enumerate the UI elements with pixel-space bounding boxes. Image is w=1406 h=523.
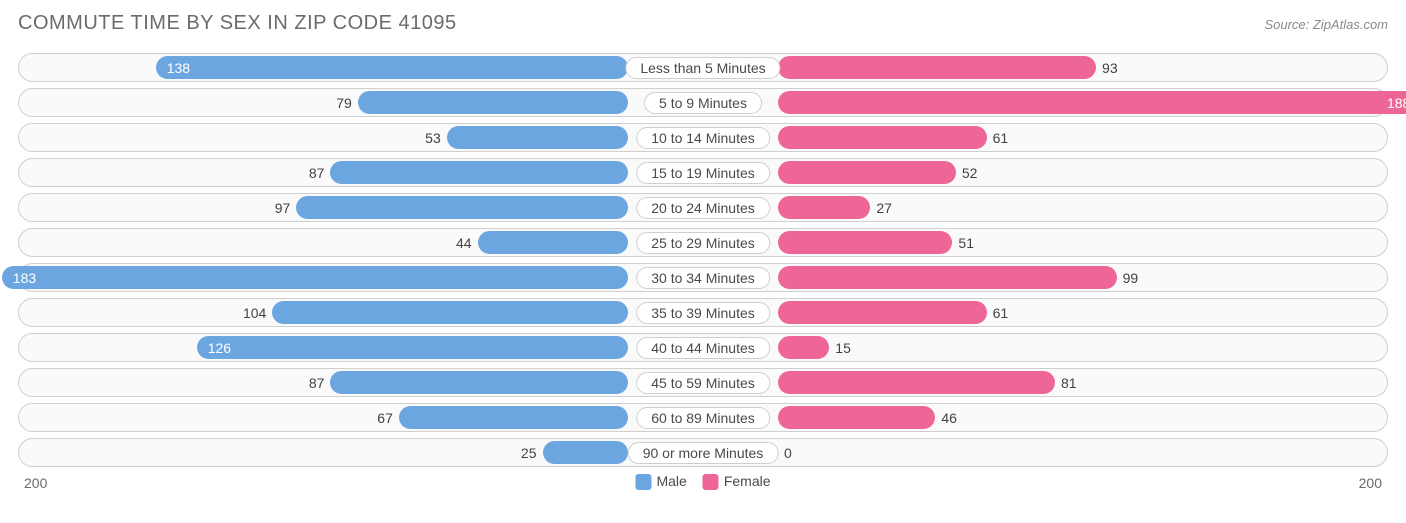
female-value: 0 [784, 445, 792, 461]
table-row: 67 46 60 to 89 Minutes [18, 403, 1388, 432]
table-row: 97 27 20 to 24 Minutes [18, 193, 1388, 222]
legend: Male Female [635, 473, 770, 490]
category-label: 90 or more Minutes [628, 442, 779, 464]
female-value: 61 [993, 130, 1009, 146]
female-value: 46 [941, 410, 957, 426]
female-bar [778, 406, 935, 429]
female-bar [778, 231, 952, 254]
legend-label-female: Female [724, 473, 771, 489]
male-bar [399, 406, 628, 429]
male-bar [272, 301, 628, 324]
table-row: 126 15 40 to 44 Minutes [18, 333, 1388, 362]
male-value: 138 [167, 60, 190, 76]
female-value: 81 [1061, 375, 1077, 391]
male-bar [296, 196, 628, 219]
category-label: 15 to 19 Minutes [636, 162, 770, 184]
diverging-bar-chart: 138 93 Less than 5 Minutes 791885 to 9 Minu… [18, 53, 1388, 467]
male-value: 104 [243, 305, 266, 321]
female-bar [778, 196, 870, 219]
female-value: 61 [993, 305, 1009, 321]
female-value: 52 [962, 165, 978, 181]
male-value: 67 [377, 410, 393, 426]
female-value: 15 [835, 340, 851, 356]
female-value: 27 [876, 200, 892, 216]
male-value: 126 [208, 340, 231, 356]
chart-header: COMMUTE TIME BY SEX IN ZIP CODE 41095 So… [18, 12, 1388, 35]
male-value: 44 [456, 235, 472, 251]
category-label: 5 to 9 Minutes [644, 92, 762, 114]
male-bar [197, 336, 628, 359]
category-label: 35 to 39 Minutes [636, 302, 770, 324]
female-bar [778, 91, 1406, 114]
table-row: 104 61 35 to 39 Minutes [18, 298, 1388, 327]
table-row: 791885 to 9 Minutes [18, 88, 1388, 117]
male-value: 183 [13, 270, 36, 286]
male-bar [543, 441, 629, 464]
female-bar [778, 56, 1096, 79]
table-row: 87 81 45 to 59 Minutes [18, 368, 1388, 397]
male-bar [478, 231, 628, 254]
table-row: 44 51 25 to 29 Minutes [18, 228, 1388, 257]
female-bar [778, 161, 956, 184]
category-label: 60 to 89 Minutes [636, 407, 770, 429]
category-label: 10 to 14 Minutes [636, 127, 770, 149]
male-value: 25 [521, 445, 537, 461]
table-row: 53 61 10 to 14 Minutes [18, 123, 1388, 152]
male-value: 87 [309, 165, 325, 181]
male-bar [447, 126, 628, 149]
female-bar [778, 266, 1117, 289]
category-label: 20 to 24 Minutes [636, 197, 770, 219]
legend-label-male: Male [656, 473, 686, 489]
table-row: 25 0 90 or more Minutes [18, 438, 1388, 467]
chart-footer: 200 Male Female 200 [18, 473, 1388, 497]
female-bar [778, 336, 829, 359]
axis-max-right: 200 [1359, 475, 1382, 491]
male-bar [2, 266, 628, 289]
male-value: 79 [336, 95, 352, 111]
female-value: 99 [1123, 270, 1139, 286]
category-label: Less than 5 Minutes [625, 57, 780, 79]
legend-item-female: Female [703, 473, 771, 490]
female-value: 51 [958, 235, 974, 251]
table-row: 138 93 Less than 5 Minutes [18, 53, 1388, 82]
category-label: 25 to 29 Minutes [636, 232, 770, 254]
male-value: 87 [309, 375, 325, 391]
table-row: 87 52 15 to 19 Minutes [18, 158, 1388, 187]
female-value: 188 [1387, 95, 1406, 111]
female-bar [778, 371, 1055, 394]
legend-swatch-male [635, 474, 651, 490]
male-bar [330, 161, 628, 184]
table-row: 1839930 to 34 Minutes [18, 263, 1388, 292]
male-bar [156, 56, 628, 79]
category-label: 45 to 59 Minutes [636, 372, 770, 394]
legend-item-male: Male [635, 473, 686, 490]
female-bar [778, 301, 987, 324]
female-bar [778, 126, 987, 149]
chart-source: Source: ZipAtlas.com [1264, 17, 1388, 32]
axis-max-left: 200 [24, 475, 47, 491]
legend-swatch-female [703, 474, 719, 490]
male-value: 97 [275, 200, 291, 216]
category-label: 40 to 44 Minutes [636, 337, 770, 359]
male-bar [358, 91, 628, 114]
male-bar [330, 371, 628, 394]
female-value: 93 [1102, 60, 1118, 76]
chart-title: COMMUTE TIME BY SEX IN ZIP CODE 41095 [18, 12, 457, 35]
category-label: 30 to 34 Minutes [636, 267, 770, 289]
male-value: 53 [425, 130, 441, 146]
